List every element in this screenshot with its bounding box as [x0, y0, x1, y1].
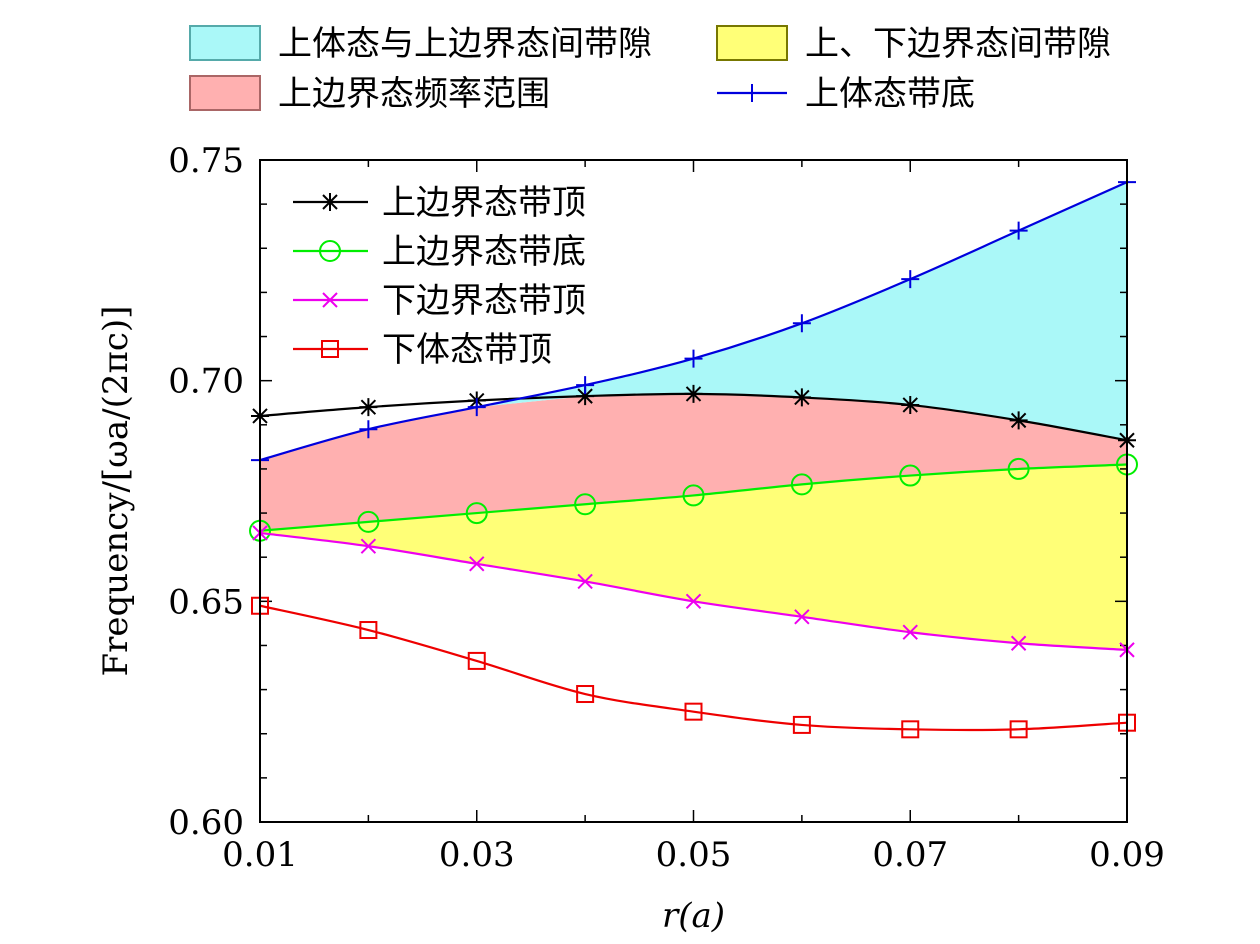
fill-bulk-edge-gap	[260, 182, 1127, 461]
y-tick-label: 0.75	[168, 141, 244, 181]
legend-label: 上体态带底	[805, 74, 975, 114]
data-point	[684, 384, 703, 403]
legend-marker	[322, 292, 338, 308]
data-point	[1010, 635, 1027, 651]
upper-legend-item: 上、下边界态间带隙	[716, 24, 1111, 64]
tick-labels: 0.01 0.03 0.05 0.07 0.09 0.60 0.65 0.70 0.75	[168, 141, 1165, 875]
data-point	[794, 609, 810, 625]
data-point	[792, 715, 811, 734]
series-square	[251, 596, 1136, 739]
plot-frame	[259, 159, 1128, 823]
data-point	[1007, 457, 1030, 480]
data-point	[1009, 720, 1028, 739]
series-circle	[249, 453, 1138, 542]
y-axis-label: Frequency/[ωa/(2πc)]	[96, 306, 136, 677]
legend-label: 上边界态带顶	[382, 183, 586, 223]
legend-label: 上、下边界态间带隙	[805, 24, 1111, 64]
inner-legend-item: 下体态带顶	[293, 330, 552, 370]
x-tick-label: 0.09	[1089, 835, 1165, 875]
x-tick-label: 0.05	[656, 835, 732, 875]
data-point	[360, 538, 377, 554]
data-point	[684, 349, 703, 368]
legend-label: 下体态带顶	[382, 330, 552, 370]
x-tick-label: 0.03	[439, 835, 515, 875]
data-point	[792, 314, 811, 333]
upper-legend-item: 上体态与上边界态间带隙	[189, 24, 652, 64]
data-point	[576, 685, 595, 704]
legend-marker	[319, 240, 341, 262]
fill-regions	[260, 182, 1127, 650]
data-point	[1009, 221, 1028, 240]
data-point	[901, 720, 920, 739]
legend-label: 上体态与上边界态间带隙	[278, 24, 652, 64]
y-tick-label: 0.70	[168, 362, 244, 402]
fill-edge-edge-gap	[260, 464, 1127, 650]
data-point	[577, 573, 593, 590]
data-point	[685, 593, 702, 610]
y-tick-label: 0.60	[168, 803, 244, 843]
data-point	[901, 270, 920, 289]
data-point	[899, 464, 922, 487]
series-layer	[249, 173, 1138, 739]
data-point	[469, 556, 485, 572]
data-point	[790, 473, 813, 496]
legend-swatch	[189, 25, 261, 61]
x-tick-label: 0.07	[872, 835, 948, 875]
data-point	[576, 376, 595, 395]
inner-legend-item: 下边界态带顶	[293, 281, 586, 321]
data-point	[359, 420, 378, 439]
upper-legend-item: 上边界态频率范围	[189, 74, 550, 114]
data-point	[357, 510, 380, 533]
series-line	[259, 463, 1128, 532]
legend-label: 下边界态带顶	[382, 281, 586, 321]
data-point	[684, 702, 703, 721]
legend-label: 上边界态频率范围	[278, 74, 550, 114]
data-point	[792, 388, 811, 407]
data-point	[359, 621, 378, 640]
x-tick-label: 0.01	[222, 835, 298, 875]
legend-marker	[321, 340, 339, 358]
data-point	[902, 624, 918, 640]
upper-legend-item: 上体态带底	[717, 74, 975, 114]
data-point	[901, 395, 920, 414]
inner-legend-item: 上边界态带顶	[293, 183, 586, 223]
legend-swatch	[716, 25, 788, 61]
legend-marker	[321, 193, 339, 211]
x-axis-label: r(a)	[662, 896, 725, 936]
y-tick-label: 0.65	[168, 582, 244, 622]
fill-edge-state-range	[260, 393, 1127, 531]
legend-label: 上边界态带底	[382, 232, 586, 272]
data-point	[682, 484, 705, 507]
legend-swatch	[189, 75, 261, 111]
data-point	[1009, 411, 1028, 430]
inner-legend-item: 上边界态带底	[293, 232, 586, 272]
data-point	[576, 387, 595, 406]
legend-marker	[743, 84, 761, 102]
series-line	[259, 604, 1128, 732]
data-point	[465, 502, 488, 525]
data-point	[467, 398, 486, 417]
data-point	[359, 398, 378, 417]
data-point	[467, 651, 486, 670]
data-point	[574, 493, 597, 516]
